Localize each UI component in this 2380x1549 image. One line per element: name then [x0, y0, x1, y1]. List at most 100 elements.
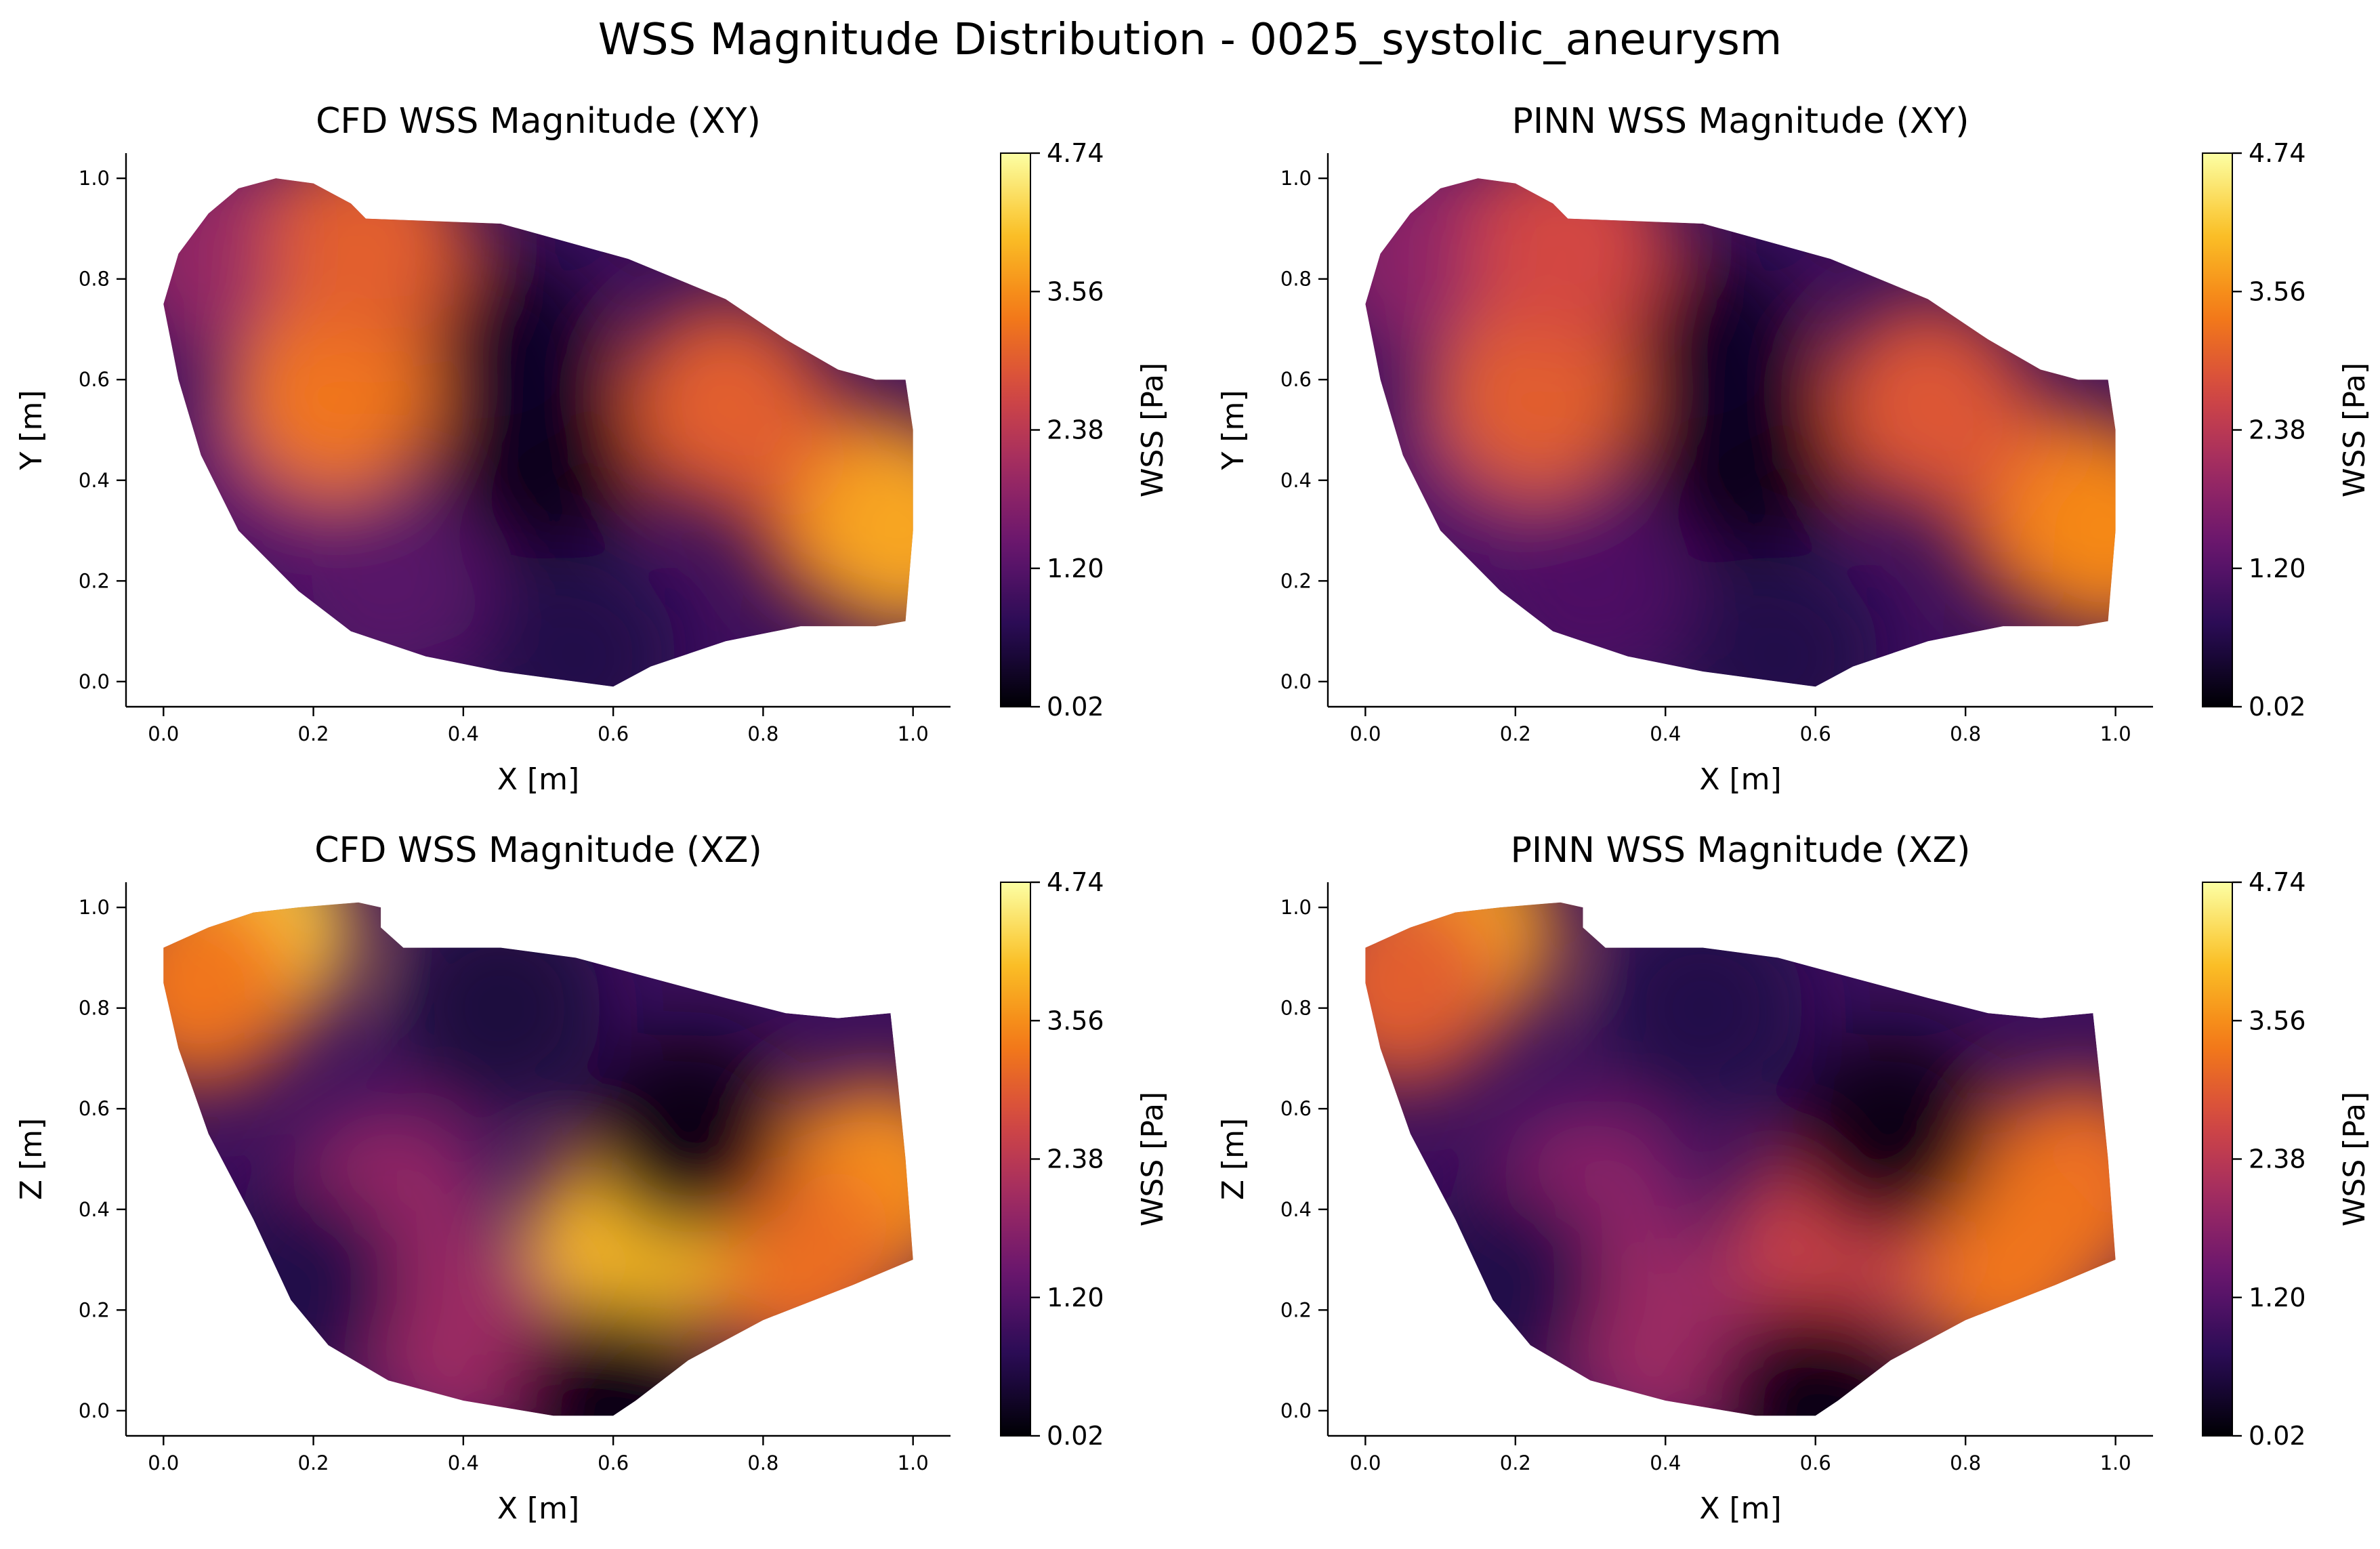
colorbar-tick-label: 1.20 [1047, 554, 1104, 583]
colorbar-label: WSS [Pa] [1135, 363, 1170, 497]
colorbar-label: WSS [Pa] [2337, 1092, 2372, 1226]
x-tick-label: 0.8 [1950, 722, 1981, 745]
y-axis-label: Z [m] [1216, 1118, 1251, 1200]
vessel-surface [1365, 902, 2116, 1416]
wss-region-11 [1676, 554, 1880, 687]
colorbar-gradient [1000, 152, 1031, 707]
colorbar-tick-label: 4.74 [2249, 138, 2306, 168]
x-tick-label: 0.4 [1650, 1451, 1681, 1474]
x-tick-label: 0.2 [1500, 1451, 1531, 1474]
x-tick-label: 0.0 [1350, 722, 1381, 745]
colorbar-tick-label: 0.02 [1047, 1421, 1104, 1451]
wss-region-2 [163, 902, 303, 1085]
wss-region-10 [196, 1183, 400, 1387]
y-tick-label: 0.6 [1280, 368, 1312, 391]
wss-region-5 [1601, 253, 1805, 457]
y-tick-label: 0.8 [1280, 997, 1312, 1020]
wss-region-3 [624, 303, 828, 507]
subplot-title: PINN WSS Magnitude (XZ) [1511, 830, 1971, 871]
x-axis-label: X [m] [497, 762, 579, 797]
colorbar-tick-label: 3.56 [1047, 276, 1104, 306]
wss-region-2 [2006, 429, 2116, 633]
x-tick-label: 0.8 [747, 1451, 778, 1474]
colorbar-tick-label: 0.02 [1047, 692, 1104, 722]
x-tick-label: 0.6 [1800, 722, 1831, 745]
wss-region-11 [474, 554, 677, 687]
x-tick-label: 0.4 [1650, 722, 1681, 745]
y-tick-label: 0.8 [79, 997, 110, 1020]
y-tick-label: 0.4 [79, 1198, 110, 1221]
wss-region-10 [1466, 178, 1670, 346]
wss-region-2 [1365, 902, 1505, 1085]
y-tick-label: 0.4 [1280, 1198, 1312, 1221]
x-tick-label: 0.6 [598, 722, 629, 745]
y-tick-label: 0.2 [79, 569, 110, 592]
x-axis-label: X [m] [1699, 762, 1781, 797]
x-tick-label: 0.4 [448, 1451, 479, 1474]
colorbar-tick-label: 2.38 [2249, 1144, 2306, 1174]
vessel-surface [1365, 178, 2116, 687]
colorbar-gradient [1000, 882, 1031, 1437]
y-tick-label: 0.0 [79, 1399, 110, 1422]
vessel-surface [163, 902, 913, 1416]
wss-region-6 [586, 1032, 790, 1236]
x-tick-label: 0.2 [298, 722, 329, 745]
colorbar-tick-label: 2.38 [2249, 415, 2306, 445]
y-tick-label: 0.4 [79, 469, 110, 492]
x-axis-label: X [m] [497, 1491, 579, 1526]
wss-region-9 [234, 293, 438, 497]
y-axis-label: Y [m] [14, 390, 49, 470]
colorbar-gradient [2202, 152, 2233, 707]
colorbar-tick-label: 4.74 [1047, 867, 1104, 897]
y-axis-label: Y [m] [1216, 390, 1251, 470]
y-axis-label: Z [m] [14, 1118, 49, 1200]
colorbar-tick-label: 1.20 [2249, 1283, 2306, 1313]
y-tick-label: 0.0 [1280, 1399, 1312, 1422]
subplot-2: 0.0 0.2 0.4 0.6 0.8 1.0 0.0 0.2 0.4 0.6 0.8 1.0 PINN… [1216, 101, 2372, 797]
colorbar-tick-label: 4.74 [2249, 867, 2306, 897]
y-tick-label: 0.2 [1280, 1298, 1312, 1321]
subplot-title: CFD WSS Magnitude (XY) [316, 101, 761, 142]
x-tick-label: 0.0 [148, 722, 179, 745]
y-tick-label: 0.8 [1280, 268, 1312, 291]
y-tick-label: 0.2 [1280, 569, 1312, 592]
colorbar-tick-label: 2.38 [1047, 415, 1104, 445]
y-tick-label: 0.0 [79, 670, 110, 693]
y-tick-label: 0.6 [79, 368, 110, 391]
colorbar: 0.02 1.20 2.38 3.56 4.74 WSS [Pa] [1000, 138, 1170, 722]
colorbar-label: WSS [Pa] [2337, 363, 2372, 497]
colorbar-tick-label: 3.56 [2249, 1006, 2306, 1035]
wss-region-11 [1713, 1299, 1917, 1416]
x-tick-label: 0.0 [1350, 1451, 1381, 1474]
x-tick-label: 1.0 [898, 722, 929, 745]
wss-region-2 [803, 429, 913, 633]
x-tick-label: 0.0 [148, 1451, 179, 1474]
x-tick-label: 1.0 [2100, 1451, 2131, 1474]
wss-region-3 [1826, 303, 2030, 507]
x-tick-label: 0.2 [1500, 722, 1531, 745]
wss-region-7 [399, 906, 603, 1110]
colorbar-tick-label: 1.20 [1047, 1283, 1104, 1313]
wss-region-10 [1398, 1183, 1602, 1387]
wss-region-7 [1601, 906, 1805, 1110]
x-tick-label: 1.0 [898, 1451, 929, 1474]
x-axis-label: X [m] [1699, 1491, 1781, 1526]
colorbar-gradient [2202, 882, 2233, 1437]
colorbar-tick-label: 0.02 [2249, 1421, 2306, 1451]
y-tick-label: 0.0 [1280, 670, 1312, 693]
wss-region-11 [512, 1299, 715, 1416]
colorbar: 0.02 1.20 2.38 3.56 4.74 WSS [Pa] [2202, 138, 2372, 722]
x-tick-label: 0.8 [747, 722, 778, 745]
wss-region-9 [1436, 293, 1640, 497]
y-tick-label: 1.0 [79, 896, 110, 919]
colorbar-tick-label: 0.02 [2249, 692, 2306, 722]
wss-region-10 [264, 178, 468, 346]
y-tick-label: 1.0 [1280, 167, 1312, 190]
colorbar: 0.02 1.20 2.38 3.56 4.74 WSS [Pa] [2202, 867, 2372, 1451]
wss-region-5 [399, 253, 603, 457]
colorbar: 0.02 1.20 2.38 3.56 4.74 WSS [Pa] [1000, 867, 1170, 1451]
subplot-1: 0.0 0.2 0.4 0.6 0.8 1.0 0.0 0.2 0.4 0.6 0.8 1.0 CFD … [14, 101, 1170, 797]
x-tick-label: 0.8 [1950, 1451, 1981, 1474]
